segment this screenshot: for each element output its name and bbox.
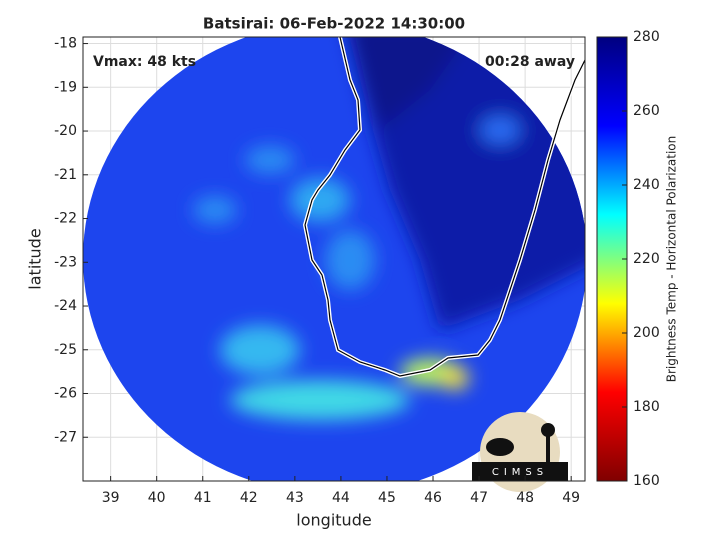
brightness-image bbox=[83, 37, 585, 481]
x-tick-label: 42 bbox=[240, 490, 258, 506]
annotation: Vmax: 48 kts bbox=[93, 54, 196, 70]
colorbar-tick-label: 220 bbox=[633, 251, 660, 267]
y-tick-label: -21 bbox=[54, 167, 77, 183]
plot-frame bbox=[82, 36, 586, 482]
y-tick-label: -23 bbox=[54, 254, 77, 270]
x-tick-label: 48 bbox=[516, 490, 534, 506]
x-tick-label: 40 bbox=[148, 490, 166, 506]
x-tick-label: 39 bbox=[102, 490, 120, 506]
y-tick-label: -26 bbox=[54, 386, 77, 402]
colorbar-tick-label: 280 bbox=[633, 29, 660, 45]
y-tick-label: -22 bbox=[54, 211, 77, 227]
y-tick-label: -19 bbox=[54, 79, 77, 95]
logo: CIMSS bbox=[472, 412, 568, 492]
y-tick-label: -20 bbox=[54, 123, 77, 139]
x-tick-label: 43 bbox=[286, 490, 304, 506]
x-tick-label: 45 bbox=[378, 490, 396, 506]
y-axis-label: latitude bbox=[26, 228, 45, 289]
colorbar-tick-label: 180 bbox=[633, 399, 660, 415]
y-tick-label: -24 bbox=[54, 298, 77, 314]
y-tick-label: -25 bbox=[54, 342, 77, 358]
x-tick-label: 44 bbox=[332, 490, 350, 506]
y-tick-label: -27 bbox=[54, 429, 77, 445]
logo-text: CIMSS bbox=[492, 467, 548, 478]
colorbar-tick-label: 200 bbox=[633, 325, 660, 341]
y-tick-label: -18 bbox=[54, 36, 77, 52]
chart-title: Batsirai: 06-Feb-2022 14:30:00 bbox=[203, 15, 465, 33]
colorbar-tick-label: 160 bbox=[633, 473, 660, 489]
x-tick-label: 41 bbox=[194, 490, 212, 506]
coastline bbox=[304, 37, 585, 377]
x-tick-label: 49 bbox=[562, 490, 580, 506]
colorbar-tick-label: 260 bbox=[633, 103, 660, 119]
colorbar-tick-label: 240 bbox=[633, 177, 660, 193]
annotation: 00:28 away bbox=[485, 54, 575, 70]
x-axis-label: longitude bbox=[296, 511, 371, 530]
colorbar-label: Brightness Temp - Horizontal Polarizatio… bbox=[665, 136, 679, 383]
x-tick-label: 47 bbox=[470, 490, 488, 506]
x-tick-label: 46 bbox=[424, 490, 442, 506]
